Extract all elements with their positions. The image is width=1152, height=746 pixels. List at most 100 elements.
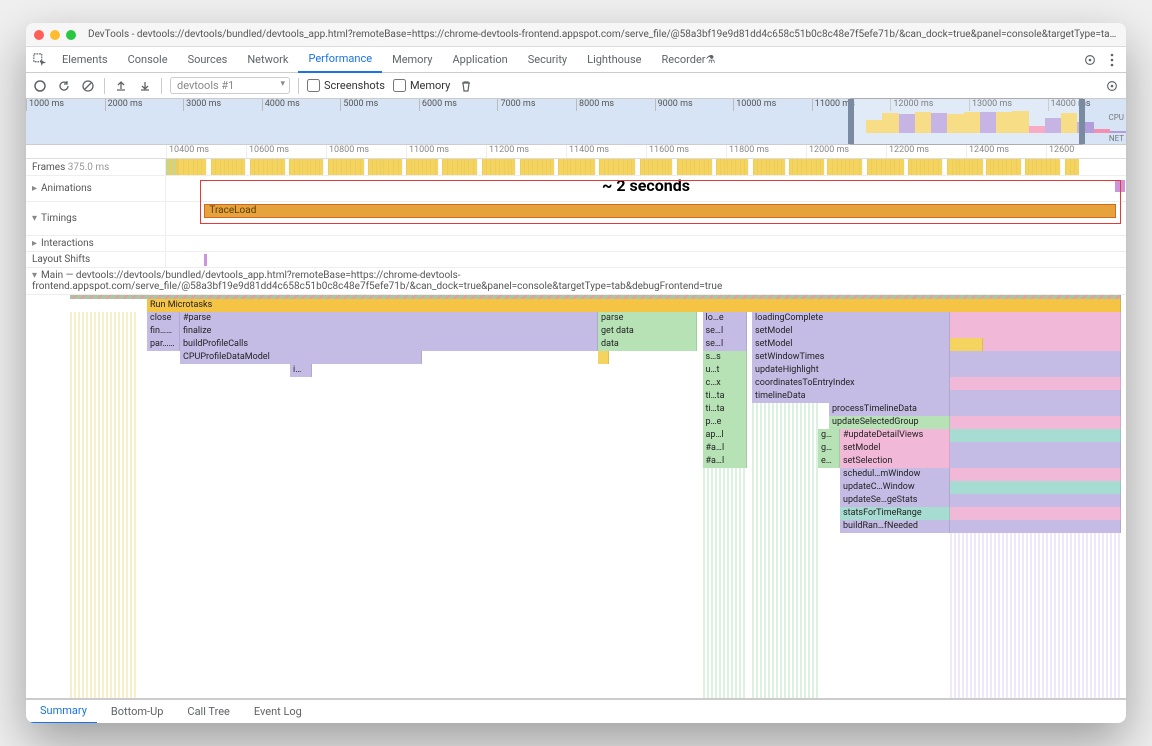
flame-updatese-gestats[interactable]: updateSe…geStats [840, 494, 950, 507]
bottom-tab-bottom-up[interactable]: Bottom-Up [101, 700, 174, 724]
flame--a-l[interactable]: #a…l [703, 455, 747, 468]
flame--a-l[interactable]: #a…l [703, 442, 747, 455]
upload-icon[interactable] [113, 78, 129, 94]
tab-performance[interactable]: Performance [298, 47, 382, 73]
flame-g-[interactable]: g… [818, 442, 840, 455]
flame-fin-ace[interactable]: fin…ace [147, 325, 180, 338]
tab-recorder[interactable]: Recorder ⚗ [651, 47, 725, 73]
flame-block[interactable] [950, 468, 1121, 481]
tab-sources[interactable]: Sources [178, 47, 238, 73]
memory-checkbox[interactable]: Memory [393, 79, 450, 92]
flame-block[interactable] [950, 416, 1121, 429]
tab-lighthouse[interactable]: Lighthouse [577, 47, 651, 73]
flame-s-s[interactable]: s…s [703, 351, 747, 364]
flame-setmodel[interactable]: setModel [752, 325, 950, 338]
flame-setselection[interactable]: setSelection [840, 455, 950, 468]
flame-block[interactable] [950, 338, 983, 351]
traceload-bar[interactable]: TraceLoad [204, 204, 1116, 218]
frames-track: Frames 375.0 ms [26, 159, 1126, 176]
flame-block[interactable] [950, 442, 1121, 455]
tab-memory[interactable]: Memory [382, 47, 442, 73]
flame-updatehighlight[interactable]: updateHighlight [752, 364, 950, 377]
download-icon[interactable] [137, 78, 153, 94]
flame-p-e[interactable]: p…e [703, 416, 747, 429]
flame-timelinedata[interactable]: timelineData [752, 390, 950, 403]
flame-ti-ta[interactable]: ti…ta [703, 403, 747, 416]
close-icon[interactable] [34, 30, 44, 40]
tab-network[interactable]: Network [237, 47, 298, 73]
flame-statsfortimerange[interactable]: statsForTimeRange [840, 507, 950, 520]
flame-parse[interactable]: parse [598, 312, 697, 325]
inspect-icon[interactable] [30, 50, 50, 70]
flame-block[interactable] [950, 429, 1121, 442]
flame-coordinatestoentryindex[interactable]: coordinatesToEntryIndex [752, 377, 950, 390]
flame-block[interactable] [983, 338, 1121, 351]
flame-block[interactable] [950, 481, 1121, 494]
screenshots-checkbox[interactable]: Screenshots [307, 79, 385, 92]
flame-data[interactable]: data [598, 338, 697, 351]
flame-par-at[interactable]: par…at [147, 338, 180, 351]
trash-icon[interactable] [458, 78, 474, 94]
main-thread-track[interactable]: ▾Main — devtools://devtools/bundled/devt… [26, 268, 1126, 699]
minimize-icon[interactable] [50, 30, 60, 40]
overview-handle-left[interactable] [848, 99, 854, 144]
flame-ti-ta[interactable]: ti…ta [703, 390, 747, 403]
flame--parse[interactable]: #parse [180, 312, 598, 325]
flame-block[interactable] [950, 520, 1121, 533]
reload-icon[interactable] [56, 78, 72, 94]
bottom-tab-summary[interactable]: Summary [30, 700, 97, 724]
flame-c-x[interactable]: c…x [703, 377, 747, 390]
flame-get-data[interactable]: get data [598, 325, 697, 338]
flame-updatec-window[interactable]: updateC…Window [840, 481, 950, 494]
flame-lo-e[interactable]: lo…e [703, 312, 747, 325]
tab-elements[interactable]: Elements [52, 47, 118, 73]
flame--updatedetailviews[interactable]: #updateDetailViews [840, 429, 950, 442]
tracks-area: Frames 375.0 ms ▸Animations ~ 2 seconds … [26, 159, 1126, 699]
flame-run-microtasks[interactable]: Run Microtasks [147, 299, 1121, 312]
flame-processtimelinedata[interactable]: processTimelineData [829, 403, 950, 416]
settings-icon[interactable] [1080, 50, 1100, 70]
clear-icon[interactable] [80, 78, 96, 94]
flame-block[interactable] [950, 325, 1121, 338]
flame-setwindowtimes[interactable]: setWindowTimes [752, 351, 950, 364]
flame-block[interactable] [598, 351, 609, 364]
flame-schedul-mwindow[interactable]: schedul…mWindow [840, 468, 950, 481]
flame-block[interactable] [950, 403, 1121, 416]
flame-block[interactable] [950, 494, 1121, 507]
more-icon[interactable] [1102, 50, 1122, 70]
flame-setmodel[interactable]: setModel [840, 442, 950, 455]
flame-cpuprofiledatamodel[interactable]: CPUProfileDataModel [180, 351, 422, 364]
toolbar-settings-icon[interactable] [1104, 78, 1120, 94]
flame-ap-l[interactable]: ap…l [703, 429, 747, 442]
tab-application[interactable]: Application [442, 47, 517, 73]
flame-block[interactable] [950, 507, 1121, 520]
flame-setmodel[interactable]: setModel [752, 338, 950, 351]
zoom-icon[interactable] [66, 30, 76, 40]
flame-block[interactable] [950, 312, 1121, 325]
flame-block[interactable] [950, 364, 1121, 377]
bottom-tab-event-log[interactable]: Event Log [244, 700, 312, 724]
flame-block[interactable] [950, 377, 1121, 390]
flame-se-l[interactable]: se…l [703, 338, 747, 351]
record-icon[interactable] [32, 78, 48, 94]
flame-buildprofilecalls[interactable]: buildProfileCalls [180, 338, 598, 351]
session-select[interactable]: devtools #1 [170, 77, 290, 94]
flame-e-[interactable]: e… [818, 455, 840, 468]
flame-block[interactable] [950, 455, 1121, 468]
flame-buildran-fneeded[interactable]: buildRan…fNeeded [840, 520, 950, 533]
overview-strip[interactable]: 1000 ms2000 ms3000 ms4000 ms5000 ms6000 … [26, 99, 1126, 145]
flame-se-l[interactable]: se…l [703, 325, 747, 338]
flame-finalize[interactable]: finalize [180, 325, 598, 338]
flame-block[interactable] [950, 351, 1121, 364]
tab-console[interactable]: Console [118, 47, 178, 73]
bottom-tab-call-tree[interactable]: Call Tree [177, 700, 239, 724]
flame-i-[interactable]: i… [290, 364, 312, 377]
tab-security[interactable]: Security [518, 47, 577, 73]
flame-loadingcomplete[interactable]: loadingComplete [752, 312, 950, 325]
flame-block[interactable] [950, 390, 1121, 403]
flame-u-t[interactable]: u…t [703, 364, 747, 377]
flame-g-[interactable]: g… [818, 429, 840, 442]
flame-close[interactable]: close [147, 312, 180, 325]
flame-updateselectedgroup[interactable]: updateSelectedGroup [829, 416, 950, 429]
overview-handle-right[interactable] [1079, 99, 1085, 144]
